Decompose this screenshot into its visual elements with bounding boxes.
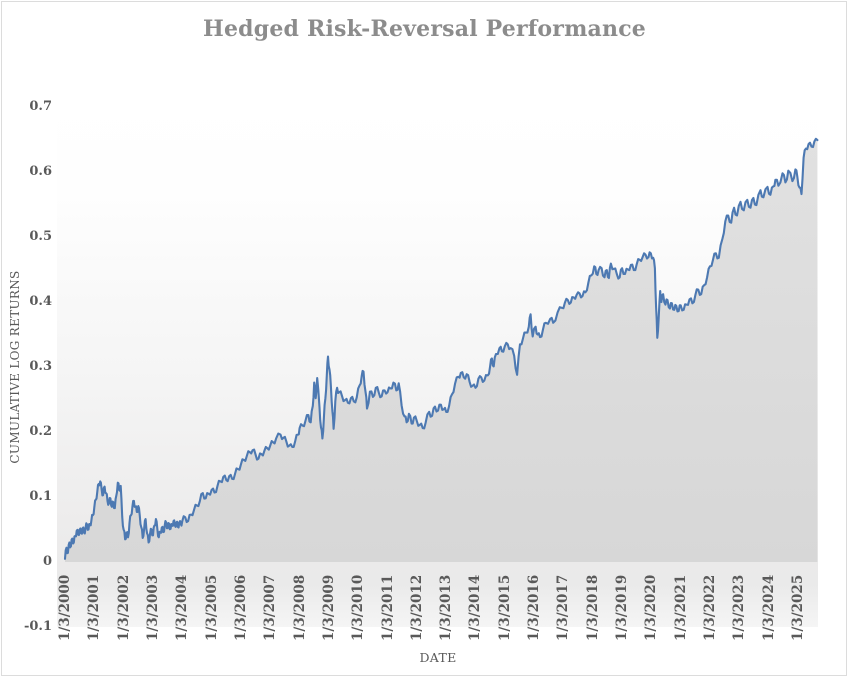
x-tick-label: 1/3/2001 <box>86 574 103 641</box>
x-tick-label: 1/3/2010 <box>350 574 367 641</box>
x-tick-label: 1/3/2006 <box>232 574 249 641</box>
y-tick-label: 0.5 <box>29 229 52 244</box>
x-tick-label: 1/3/2017 <box>555 574 572 641</box>
x-tick-label: 1/3/2016 <box>526 574 543 641</box>
y-tick-label: 0.6 <box>29 164 52 179</box>
x-tick-label: 1/3/2003 <box>144 574 161 641</box>
x-tick-label: 1/3/2022 <box>702 574 719 641</box>
x-tick-label: 1/3/2000 <box>57 574 73 641</box>
x-tick-label: 1/3/2004 <box>174 574 191 641</box>
series-area-fill <box>65 138 818 563</box>
x-tick-label: 1/3/2008 <box>291 574 308 641</box>
y-tick-label: -0.1 <box>23 619 52 634</box>
x-tick-label: 1/3/2009 <box>320 574 337 641</box>
x-tick-label: 1/3/2011 <box>379 574 396 641</box>
x-tick-label: 1/3/2020 <box>643 574 660 641</box>
x-tick-label: 1/3/2007 <box>262 574 279 641</box>
x-tick-label: 1/3/2015 <box>496 574 513 641</box>
x-tick-label: 1/3/2013 <box>438 574 455 641</box>
x-tick-label: 1/3/2023 <box>731 574 748 641</box>
series-line <box>63 137 819 560</box>
y-tick-label: 0.7 <box>29 99 52 114</box>
x-tick-label: 1/3/2005 <box>203 574 220 641</box>
y-tick-label: 0.2 <box>29 424 52 439</box>
x-tick-label: 1/3/2019 <box>614 574 631 641</box>
x-tick-label: 1/3/2025 <box>790 574 806 641</box>
chart-title: Hedged Risk-Reversal Performance <box>203 16 646 42</box>
x-tick-label: 1/3/2002 <box>115 574 132 641</box>
x-tick-label: 1/3/2021 <box>672 574 689 641</box>
y-tick-label: 0.1 <box>29 489 52 504</box>
x-tick-label: 1/3/2012 <box>408 574 425 641</box>
y-tick-label: 0.3 <box>29 359 52 374</box>
x-tick-label: 1/3/2014 <box>467 574 484 641</box>
x-tick-label: 1/3/2018 <box>584 574 601 641</box>
x-tick-label: 1/3/2024 <box>760 574 777 641</box>
y-tick-label: 0.4 <box>29 294 52 309</box>
x-axis-title: DATE <box>419 650 457 665</box>
y-tick-label: 0 <box>42 554 52 569</box>
